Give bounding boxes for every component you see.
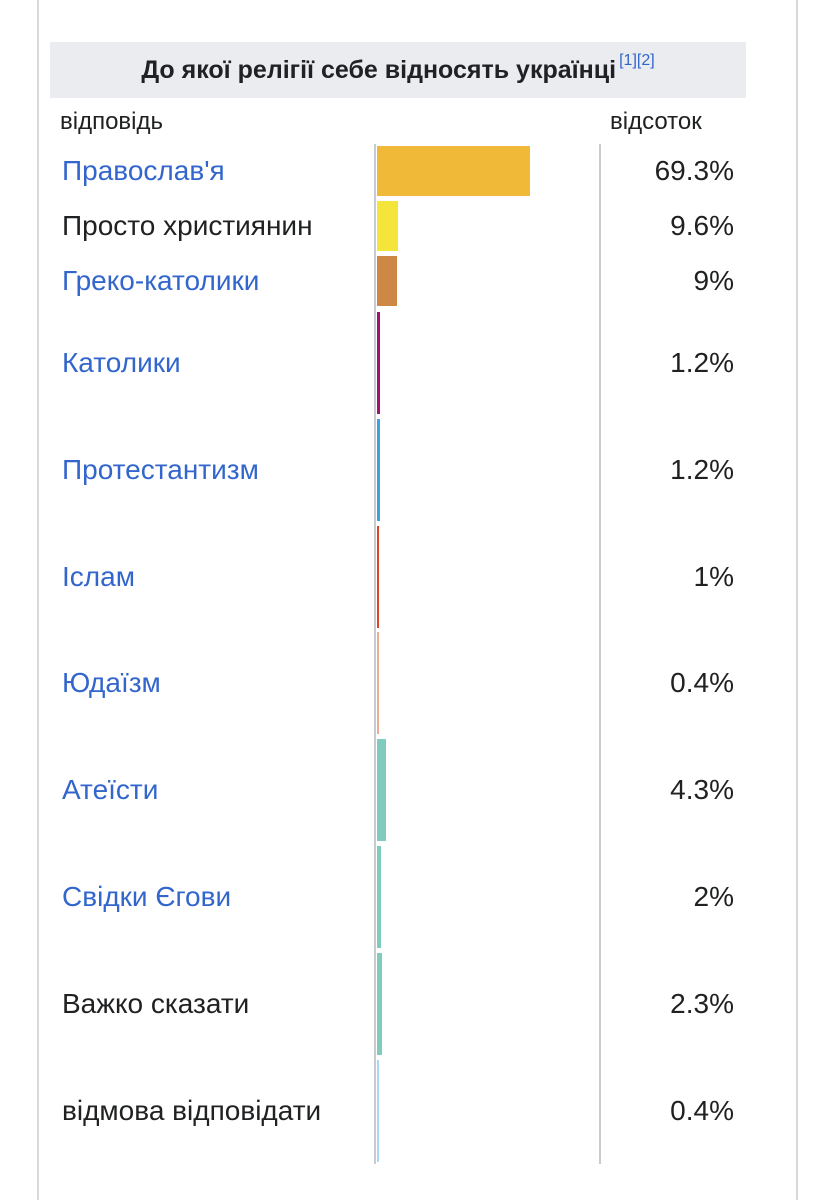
bar (377, 739, 387, 841)
value-label: 1.2% (670, 454, 734, 485)
bar (377, 953, 383, 1055)
category-label: Просто християнин (62, 210, 313, 241)
bar (377, 632, 379, 734)
chart-title: До якої релігії себе відносять українці (141, 55, 617, 84)
value-label: 0.4% (670, 1095, 734, 1126)
bar (377, 201, 399, 251)
bar (377, 1060, 379, 1162)
frame-right-border (796, 0, 798, 1200)
bar-axis-line (374, 144, 376, 1164)
value-label: 4.3% (670, 774, 734, 805)
frame-left-border (37, 0, 39, 1200)
category-label: Важко сказати (62, 988, 250, 1019)
value-label: 9.6% (670, 210, 734, 241)
value-label: 2% (693, 881, 734, 912)
percent-column-header: відсоток (610, 108, 702, 135)
value-label: 69.3% (654, 155, 734, 186)
category-label[interactable]: Іслам (62, 561, 135, 592)
bar (377, 312, 380, 414)
category-label[interactable]: Протестантизм (62, 454, 259, 485)
value-label: 2.3% (670, 988, 734, 1019)
column-separator-line (599, 144, 601, 1164)
category-label[interactable]: Свідки Єгови (62, 881, 232, 912)
category-label[interactable]: Греко-католики (62, 265, 260, 296)
value-label: 0.4% (670, 667, 734, 698)
category-label[interactable]: Католики (62, 347, 181, 378)
chart-title-bar: До якої релігії себе відносять українці … (50, 42, 746, 98)
bar (377, 256, 397, 306)
reference-links[interactable]: [1][2] (619, 52, 655, 69)
category-label[interactable]: Православ'я (62, 155, 225, 186)
bar (377, 146, 530, 196)
value-label: 1% (693, 561, 734, 592)
value-label: 1.2% (670, 347, 734, 378)
bar (377, 419, 380, 521)
bar (377, 526, 380, 628)
category-label[interactable]: Юдаїзм (62, 667, 161, 698)
category-label: відмова відповідати (62, 1095, 322, 1126)
category-label[interactable]: Атеїсти (62, 774, 159, 805)
answer-column-header: відповідь (60, 108, 164, 135)
bar (377, 846, 382, 948)
value-label: 9% (693, 265, 734, 296)
